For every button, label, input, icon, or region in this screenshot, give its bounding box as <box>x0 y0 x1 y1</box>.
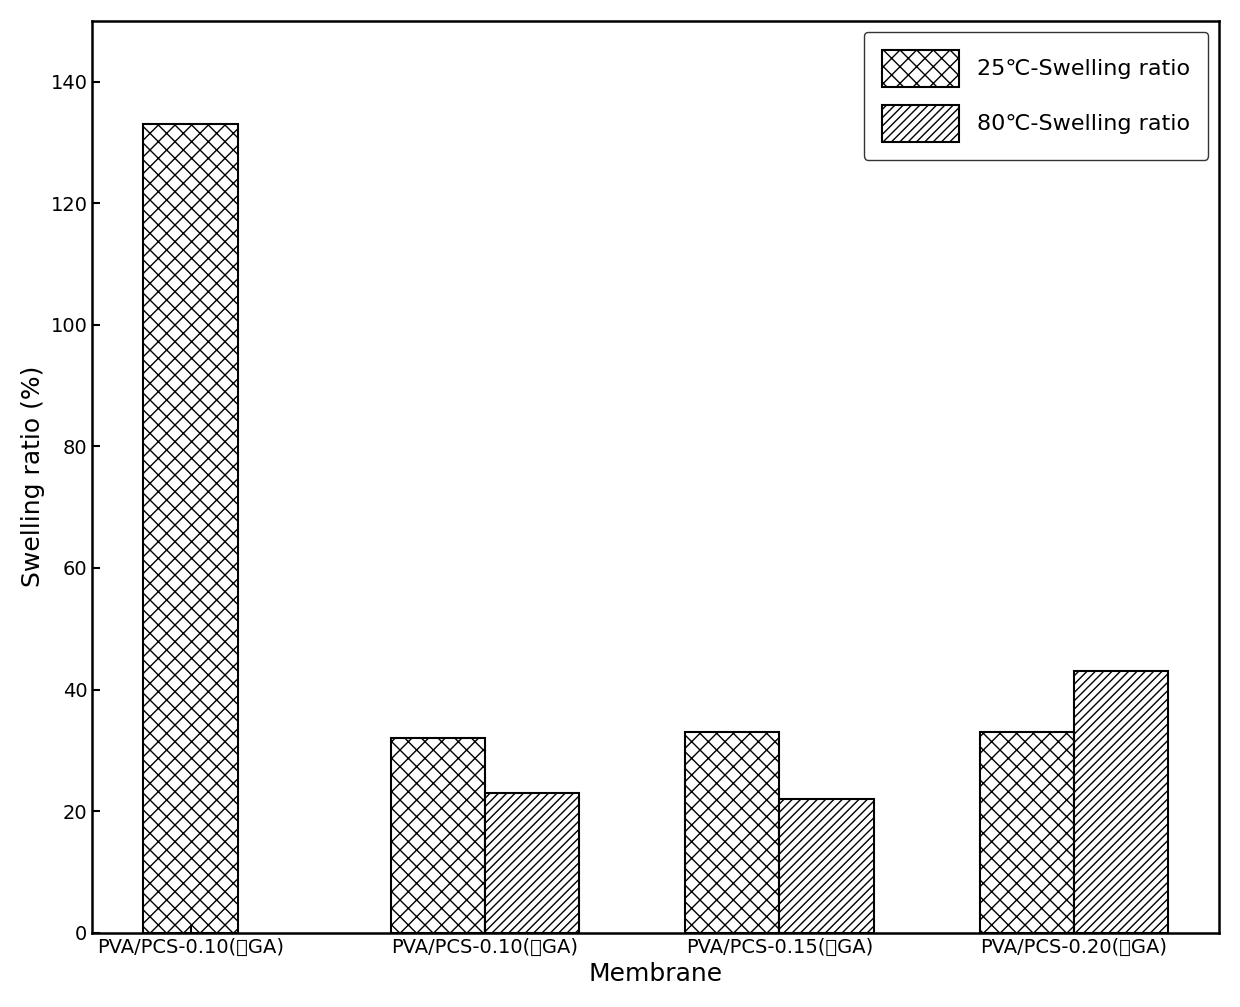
Bar <box>485 793 579 932</box>
X-axis label: Membrane: Membrane <box>589 962 723 986</box>
Bar <box>780 799 873 932</box>
Bar <box>144 124 238 932</box>
Bar <box>980 732 1074 932</box>
Bar <box>686 732 780 932</box>
Y-axis label: Swelling ratio (%): Swelling ratio (%) <box>21 367 45 587</box>
Legend: 25℃-Swelling ratio, 80℃-Swelling ratio: 25℃-Swelling ratio, 80℃-Swelling ratio <box>864 32 1208 160</box>
Bar <box>1074 672 1168 932</box>
Bar <box>391 738 485 932</box>
